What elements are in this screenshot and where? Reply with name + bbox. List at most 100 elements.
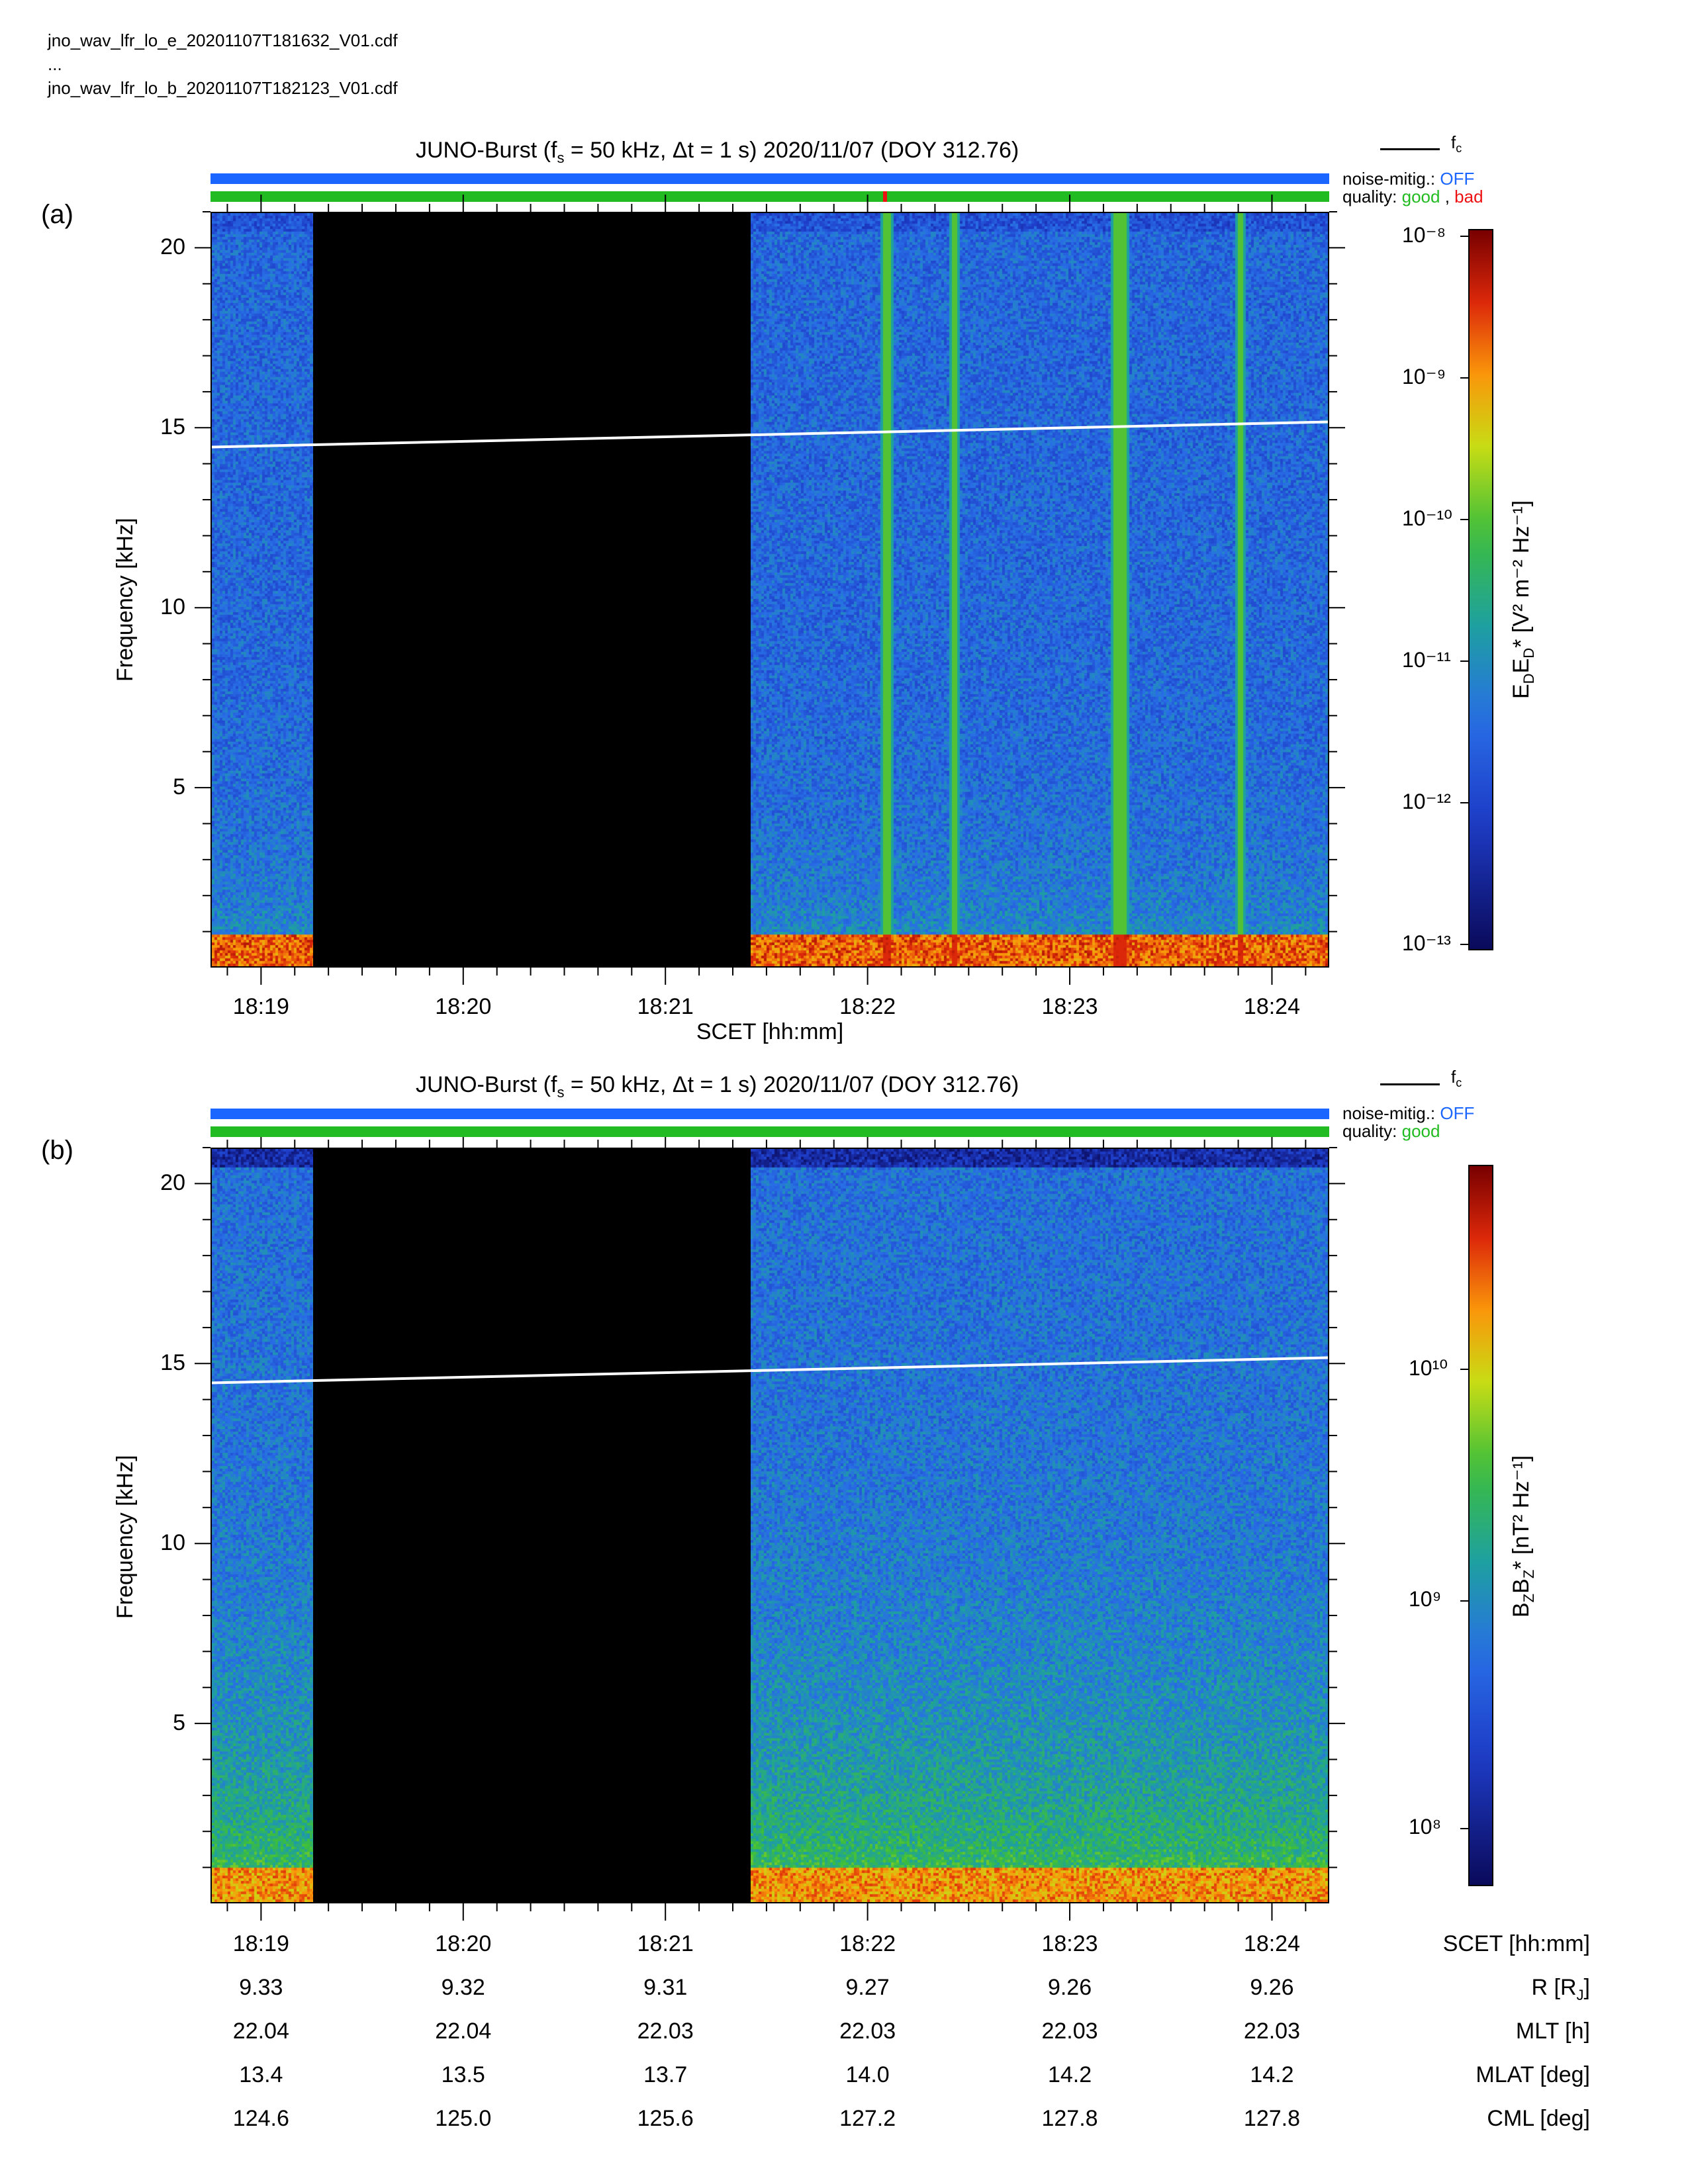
- colorbar-a-tick: [1460, 802, 1470, 803]
- spectrogram-b-segment-left: [212, 1149, 313, 1902]
- quality-flag-b: quality: good: [1342, 1121, 1440, 1141]
- ephemeris-label: MLT [h]: [1515, 2019, 1590, 2044]
- filename-ellipsis: ...: [48, 54, 62, 74]
- noise-bar-a: [211, 173, 1329, 184]
- colorbar-a-tick-label: 10⁻⁹: [1402, 365, 1446, 388]
- panel-a-title: JUNO-Burst (fs = 50 kHz, Δt = 1 s) 2020/…: [416, 138, 1019, 166]
- spectrogram-b: [211, 1148, 1329, 1903]
- colorbar-a-tick: [1460, 377, 1470, 379]
- ephemeris-value: 127.2: [839, 2106, 896, 2131]
- ytick-label-b: 15: [160, 1350, 185, 1376]
- ephemeris-label: SCET [hh:mm]: [1442, 1931, 1590, 1956]
- colorbar-b-tick-label: 10⁸: [1409, 1815, 1442, 1839]
- panel-b-title: JUNO-Burst (fs = 50 kHz, Δt = 1 s) 2020/…: [416, 1072, 1019, 1101]
- ephemeris-value: 9.31: [643, 1975, 688, 2000]
- ytick-label-b: 10: [160, 1530, 185, 1556]
- ephemeris-value: 14.2: [1047, 2062, 1092, 2087]
- colorbar-b-tick: [1460, 1600, 1470, 1602]
- ephemeris-value: 22.03: [1243, 2019, 1300, 2044]
- ephemeris-value: 18:20: [435, 1931, 492, 1956]
- panel-b-label: (b): [41, 1136, 73, 1165]
- ephemeris-value: 18:24: [1243, 1931, 1300, 1956]
- ephemeris-value: 22.03: [637, 2019, 694, 2044]
- colorbar-a-label: EDED* [V² m⁻² Hz⁻¹]: [1509, 500, 1537, 699]
- colorbar-b-tick-label: 10⁹: [1409, 1587, 1442, 1611]
- ytick-label-b: 5: [173, 1710, 185, 1736]
- colorbar-a-tick-label: 10⁻¹³: [1402, 931, 1451, 955]
- ytick-label-a: 10: [160, 594, 185, 620]
- filename-e: jno_wav_lfr_lo_e_20201107T181632_V01.cdf: [48, 30, 398, 50]
- ephemeris-label: R [RJ]: [1531, 1975, 1590, 2003]
- colorbar-a-tick-label: 10⁻¹¹: [1402, 648, 1451, 672]
- ephemeris-value: 18:19: [232, 1931, 289, 1956]
- ephemeris-value: 13.4: [239, 2062, 283, 2087]
- spectrogram-a: [211, 212, 1329, 968]
- fc-legend-label-a: fc: [1451, 132, 1462, 156]
- ephemeris-value: 127.8: [1041, 2106, 1098, 2131]
- ephemeris-value: 14.2: [1250, 2062, 1294, 2087]
- colorbar-b: [1468, 1165, 1493, 1886]
- colorbar-a-tick: [1460, 660, 1470, 662]
- ephemeris-value: 9.33: [239, 1975, 283, 2000]
- ytick-label-a: 15: [160, 414, 185, 440]
- panel-a-xlabel: SCET [hh:mm]: [696, 1019, 844, 1044]
- ephemeris-value: 9.26: [1047, 1975, 1092, 2000]
- quality-bar-a: [211, 191, 1329, 202]
- colorbar-a-tick-label: 10⁻¹²: [1402, 790, 1451, 813]
- ephemeris-value: 124.6: [232, 2106, 289, 2131]
- colorbar-a-tick-label: 10⁻⁸: [1402, 223, 1446, 247]
- quality-bad-mark: [883, 191, 887, 202]
- ephemeris-value: 13.7: [643, 2062, 688, 2087]
- colorbar-a-tick-label: 10⁻¹⁰: [1402, 506, 1452, 530]
- spectrogram-a-segment-left: [212, 213, 313, 966]
- ephemeris-value: 22.04: [232, 2019, 289, 2044]
- xtick-label-a: 18:22: [839, 994, 896, 1019]
- fc-legend-label-b: fc: [1451, 1067, 1462, 1090]
- noise-bar-b: [211, 1109, 1329, 1119]
- ytick-label-b: 20: [160, 1170, 185, 1196]
- spectrogram-b-overlay: [212, 1356, 1328, 1385]
- colorbar-a-tick: [1460, 944, 1470, 945]
- fc-legend-line-b: [1380, 1083, 1440, 1085]
- xtick-label-a: 18:24: [1243, 994, 1300, 1019]
- noise-flag-b: noise-mitig.: OFF: [1342, 1103, 1475, 1123]
- colorbar-a-tick: [1460, 519, 1470, 520]
- ephemeris-value: 22.03: [1041, 2019, 1098, 2044]
- ytick-label-a: 20: [160, 234, 185, 260]
- xtick-label-a: 18:23: [1041, 994, 1098, 1019]
- colorbar-a-tick: [1460, 236, 1470, 237]
- ephemeris-value: 125.0: [435, 2106, 492, 2131]
- ephemeris-value: 18:23: [1041, 1931, 1098, 1956]
- spectrogram-a-segment-right: [751, 213, 1328, 966]
- ephemeris-value: 9.26: [1250, 1975, 1294, 2000]
- ephemeris-label: CML [deg]: [1487, 2106, 1590, 2131]
- ephemeris-value: 14.0: [845, 2062, 890, 2087]
- spectrogram-a-overlay: [212, 420, 1328, 449]
- ephemeris-value: 22.04: [435, 2019, 492, 2044]
- panel-a-label: (a): [41, 200, 73, 229]
- colorbar-b-tick: [1460, 1828, 1470, 1829]
- fc-line-a: [212, 420, 1328, 449]
- xtick-label-a: 18:19: [232, 994, 289, 1019]
- colorbar-b-tick-label: 10¹⁰: [1409, 1356, 1448, 1380]
- colorbar-b-label: BZBZ* [nT² Hz⁻¹]: [1509, 1455, 1537, 1617]
- filename-b: jno_wav_lfr_lo_b_20201107T182123_V01.cdf: [48, 78, 398, 98]
- ephemeris-value: 9.27: [845, 1975, 890, 2000]
- ephemeris-value: 125.6: [637, 2106, 694, 2131]
- ephemeris-label: MLAT [deg]: [1476, 2062, 1590, 2087]
- xtick-label-a: 18:20: [435, 994, 492, 1019]
- colorbar-a: [1468, 229, 1493, 950]
- ephemeris-value: 22.03: [839, 2019, 896, 2044]
- fc-legend-line-a: [1380, 148, 1440, 150]
- ytick-label-a: 5: [173, 774, 185, 800]
- ephemeris-value: 13.5: [441, 2062, 485, 2087]
- ephemeris-value: 9.32: [441, 1975, 485, 2000]
- quality-flag-a: quality: good , bad: [1342, 187, 1483, 206]
- ephemeris-value: 18:22: [839, 1931, 896, 1956]
- colorbar-b-tick: [1460, 1369, 1470, 1370]
- fc-line-b: [212, 1356, 1328, 1385]
- spectrogram-b-segment-right: [751, 1149, 1328, 1902]
- ephemeris-value: 18:21: [637, 1931, 694, 1956]
- noise-flag-a: noise-mitig.: OFF: [1342, 169, 1475, 189]
- xtick-label-a: 18:21: [637, 994, 694, 1019]
